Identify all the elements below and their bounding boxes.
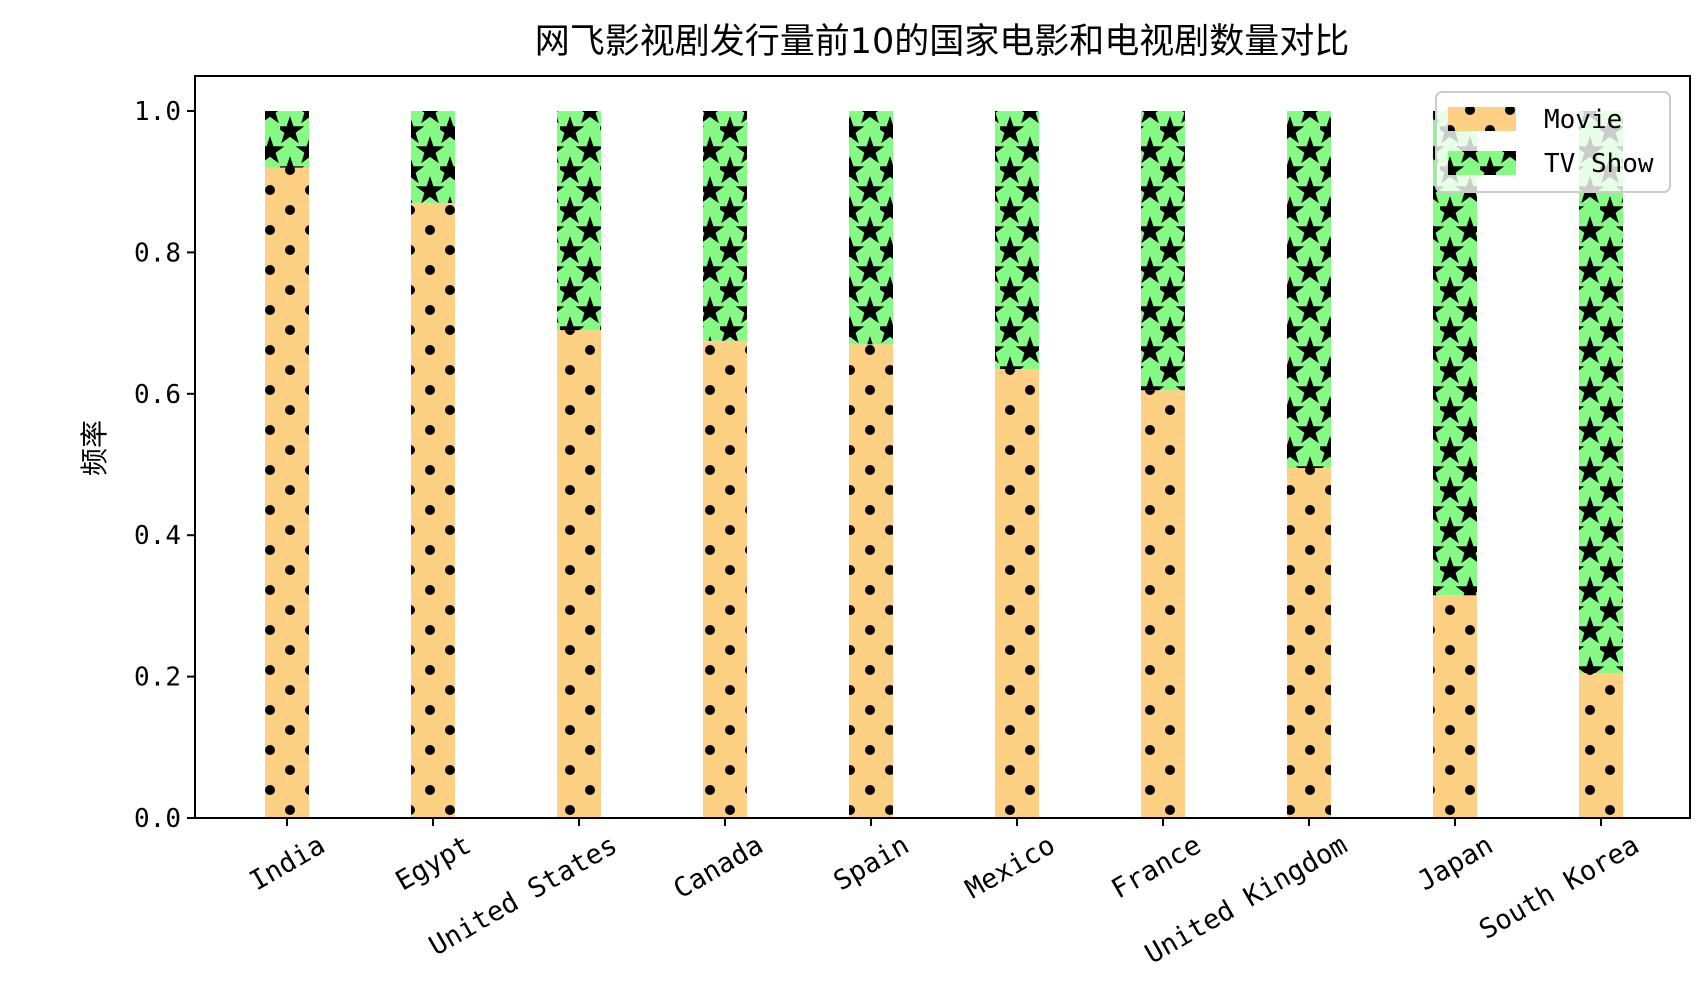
chart-title: 网飞影视剧发行量前10的国家电影和电视剧数量对比 [535,22,1350,62]
legend: Movie TV Show [1435,91,1671,193]
x-tick-label-south-korea: South Korea [1474,830,1644,946]
bar-movie-south-korea [1579,673,1623,818]
x-tick-label-france: France [1106,830,1206,906]
bar-movie-egypt [411,202,455,818]
x-tick-label-spain: Spain [828,830,914,897]
bar-tv-show-france [1141,111,1185,391]
bar-movie-mexico [995,369,1039,818]
bar-movie-spain [849,344,893,818]
bar-tv-show-egypt [411,111,455,203]
bar-tv-show-spain [849,111,893,345]
bar-tv-show-mexico [995,111,1039,370]
y-tick-label: 0.2 [134,663,181,693]
y-tick-label: 0.6 [134,380,181,410]
x-tick-label-mexico: Mexico [960,830,1060,906]
legend-label-movie: Movie [1544,105,1622,135]
bar-tv-show-united-kingdom [1287,111,1331,469]
legend-swatch-tv-show [1448,151,1516,175]
bars-group [265,111,1623,818]
bar-tv-show-canada [703,111,747,341]
x-tick-label-japan: Japan [1412,830,1498,897]
bar-tv-show-south-korea [1579,111,1623,674]
bar-tv-show-united-states [557,111,601,331]
bar-movie-japan [1433,595,1477,818]
bar-movie-france [1141,390,1185,818]
bar-movie-united-states [557,330,601,818]
y-tick-label: 1.0 [134,97,181,127]
plot-frame [194,75,1691,819]
legend-label-tv-show: TV Show [1544,149,1654,179]
bar-movie-united-kingdom [1287,468,1331,818]
x-tick-label-egypt: Egypt [390,830,476,897]
y-axis-label: 频率 [78,420,111,476]
bar-movie-india [265,167,309,818]
bar-movie-canada [703,340,747,818]
y-tick-label: 0.4 [134,521,181,551]
legend-swatch-movie [1448,107,1516,131]
y-tick-label: 0.8 [134,238,181,268]
y-tick-label: 0.0 [134,804,181,834]
y-axis-ticks: 0.0 0.2 0.4 0.6 0.8 1.0 [134,97,195,834]
bar-tv-show-india [265,111,309,168]
x-tick-label-canada: Canada [668,830,768,906]
x-tick-label-india: India [244,830,330,897]
